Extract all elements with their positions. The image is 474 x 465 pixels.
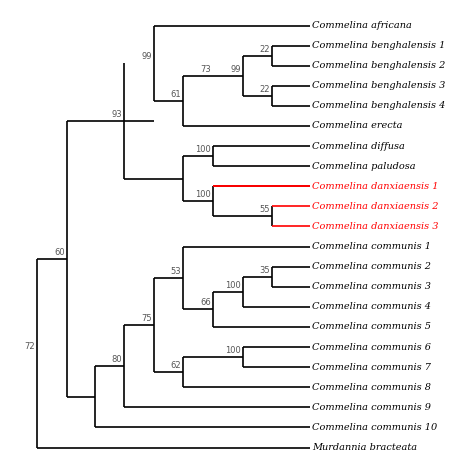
Text: Commelina benghalensis 4: Commelina benghalensis 4	[312, 101, 446, 110]
Text: Commelina benghalensis 2: Commelina benghalensis 2	[312, 61, 446, 70]
Text: Commelina africana: Commelina africana	[312, 21, 412, 30]
Text: Commelina communis 4: Commelina communis 4	[312, 302, 431, 312]
Text: 100: 100	[195, 145, 211, 154]
Text: 53: 53	[171, 267, 181, 276]
Text: 60: 60	[54, 248, 65, 257]
Text: Commelina communis 1: Commelina communis 1	[312, 242, 431, 251]
Text: 22: 22	[260, 85, 270, 94]
Text: 66: 66	[200, 299, 211, 307]
Text: Commelina paludosa: Commelina paludosa	[312, 162, 416, 171]
Text: 72: 72	[25, 342, 35, 351]
Text: Commelina communis 7: Commelina communis 7	[312, 363, 431, 372]
Text: Commelina danxiaensis 2: Commelina danxiaensis 2	[312, 202, 439, 211]
Text: Commelina communis 3: Commelina communis 3	[312, 282, 431, 291]
Text: Commelina communis 8: Commelina communis 8	[312, 383, 431, 392]
Text: Commelina danxiaensis 1: Commelina danxiaensis 1	[312, 182, 439, 191]
Text: 99: 99	[230, 65, 240, 74]
Text: 100: 100	[225, 346, 240, 355]
Text: 93: 93	[111, 110, 122, 119]
Text: 22: 22	[260, 45, 270, 53]
Text: Commelina danxiaensis 3: Commelina danxiaensis 3	[312, 222, 439, 231]
Text: Commelina diffusa: Commelina diffusa	[312, 141, 405, 151]
Text: Murdannia bracteata: Murdannia bracteata	[312, 443, 418, 452]
Text: Commelina benghalensis 3: Commelina benghalensis 3	[312, 81, 446, 90]
Text: 35: 35	[260, 266, 270, 275]
Text: 100: 100	[195, 190, 211, 199]
Text: Commelina communis 2: Commelina communis 2	[312, 262, 431, 271]
Text: 62: 62	[171, 361, 181, 370]
Text: 75: 75	[141, 314, 152, 323]
Text: Commelina benghalensis 1: Commelina benghalensis 1	[312, 41, 446, 50]
Text: 55: 55	[260, 206, 270, 214]
Text: 73: 73	[200, 65, 211, 74]
Text: Commelina communis 9: Commelina communis 9	[312, 403, 431, 412]
Text: Commelina erecta: Commelina erecta	[312, 121, 403, 131]
Text: 61: 61	[171, 90, 181, 99]
Text: 80: 80	[111, 355, 122, 364]
Text: 99: 99	[141, 52, 152, 61]
Text: Commelina communis 6: Commelina communis 6	[312, 343, 431, 352]
Text: Commelina communis 10: Commelina communis 10	[312, 423, 438, 432]
Text: Commelina communis 5: Commelina communis 5	[312, 322, 431, 332]
Text: 100: 100	[225, 281, 240, 290]
